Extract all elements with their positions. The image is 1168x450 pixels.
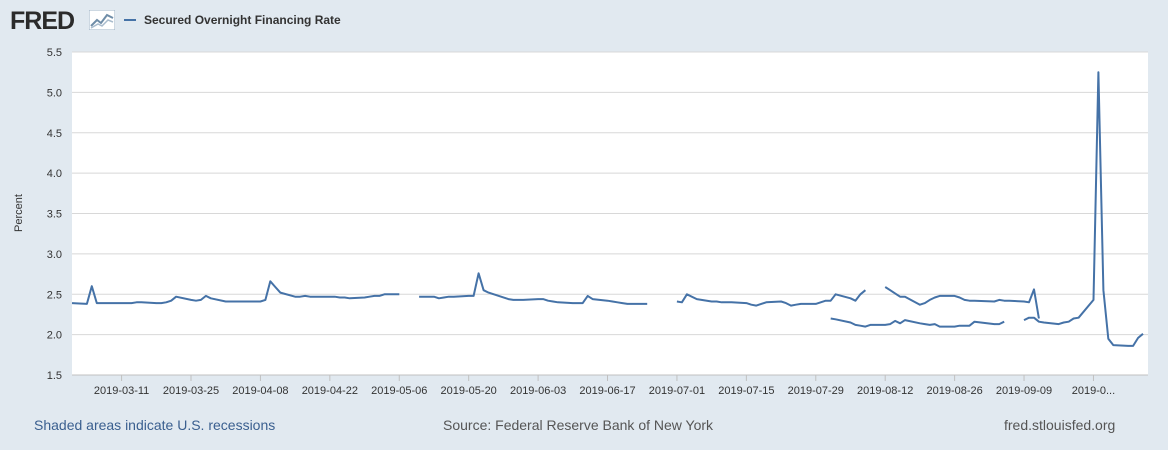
series-line-segment [830,317,1005,328]
chart-legend: Secured Overnight Financing Rate [124,10,341,30]
x-tick-label: 2019-07-01 [649,385,705,397]
series-line-segment [419,272,648,305]
x-tick-label: 2019-08-26 [926,385,982,397]
y-tick-label: 2.0 [47,330,62,342]
x-tick-label: 2019-07-29 [788,385,844,397]
site-link[interactable]: fred.stlouisfed.org [1004,417,1116,433]
x-tick-label: 2019-0... [1072,385,1115,397]
series-line-segment [884,286,1040,319]
y-tick-label: 4.5 [47,128,62,140]
y-tick-label: 3.0 [47,249,62,261]
x-tick-label: 2019-07-15 [718,385,774,397]
y-tick-label: 5.0 [47,87,62,99]
y-tick-label: 2.5 [47,289,62,301]
fred-logo-graph-icon [89,10,115,30]
x-tick-label: 2019-06-03 [510,385,566,397]
x-tick-label: 2019-03-25 [163,385,219,397]
chart-svg: 1.52.02.53.03.54.04.55.05.5 2019-03-11 20… [13,47,1148,397]
plot-area: 1.5 2.0 2.5 3.0 3.5 4.0 4.5 5.0 5.5 2019-03-11 20… [13,47,1148,397]
fred-logo[interactable]: FRED [10,7,75,35]
y-tick-label: 1.5 [47,370,62,382]
y-tick-label: 5.5 [47,47,62,59]
x-tick-label: 2019-06-17 [579,385,635,397]
legend-swatch [124,19,136,21]
y-axis-label: Percent [13,194,25,232]
y-tick-label: 3.5 [47,209,62,221]
legend-label: Secured Overnight Financing Rate [144,13,341,27]
x-tick-label: 2019-04-22 [302,385,358,397]
y-tick-label: 4.0 [47,168,62,180]
series-line-segment [676,289,867,307]
y-axis-ticks: 1.5 2.0 2.5 3.0 3.5 4.0 4.5 5.0 5.5 [47,47,62,382]
grid-lines [72,51,1148,376]
x-tick-label: 2019-09-09 [996,385,1052,397]
recessions-note[interactable]: Shaded areas indicate U.S. recessions [34,417,276,433]
source-note: Source: Federal Reserve Bank of New York [443,417,714,433]
x-tick-label: 2019-04-08 [232,385,288,397]
x-axis-ticks: 2019-03-11 2019-03-25 2019-04-08 2019-04-22… [94,375,1115,397]
x-tick-label: 2019-03-11 [94,385,149,397]
x-tick-label: 2019-08-12 [857,385,913,397]
series-lines [71,71,1144,347]
chart-header: FRED Secured Overnight Financing Rate [0,0,1168,42]
series-line-segment [71,280,400,305]
x-tick-label: 2019-05-06 [371,385,427,397]
x-tick-label: 2019-05-20 [441,385,497,397]
series-line-segment [1023,71,1144,347]
